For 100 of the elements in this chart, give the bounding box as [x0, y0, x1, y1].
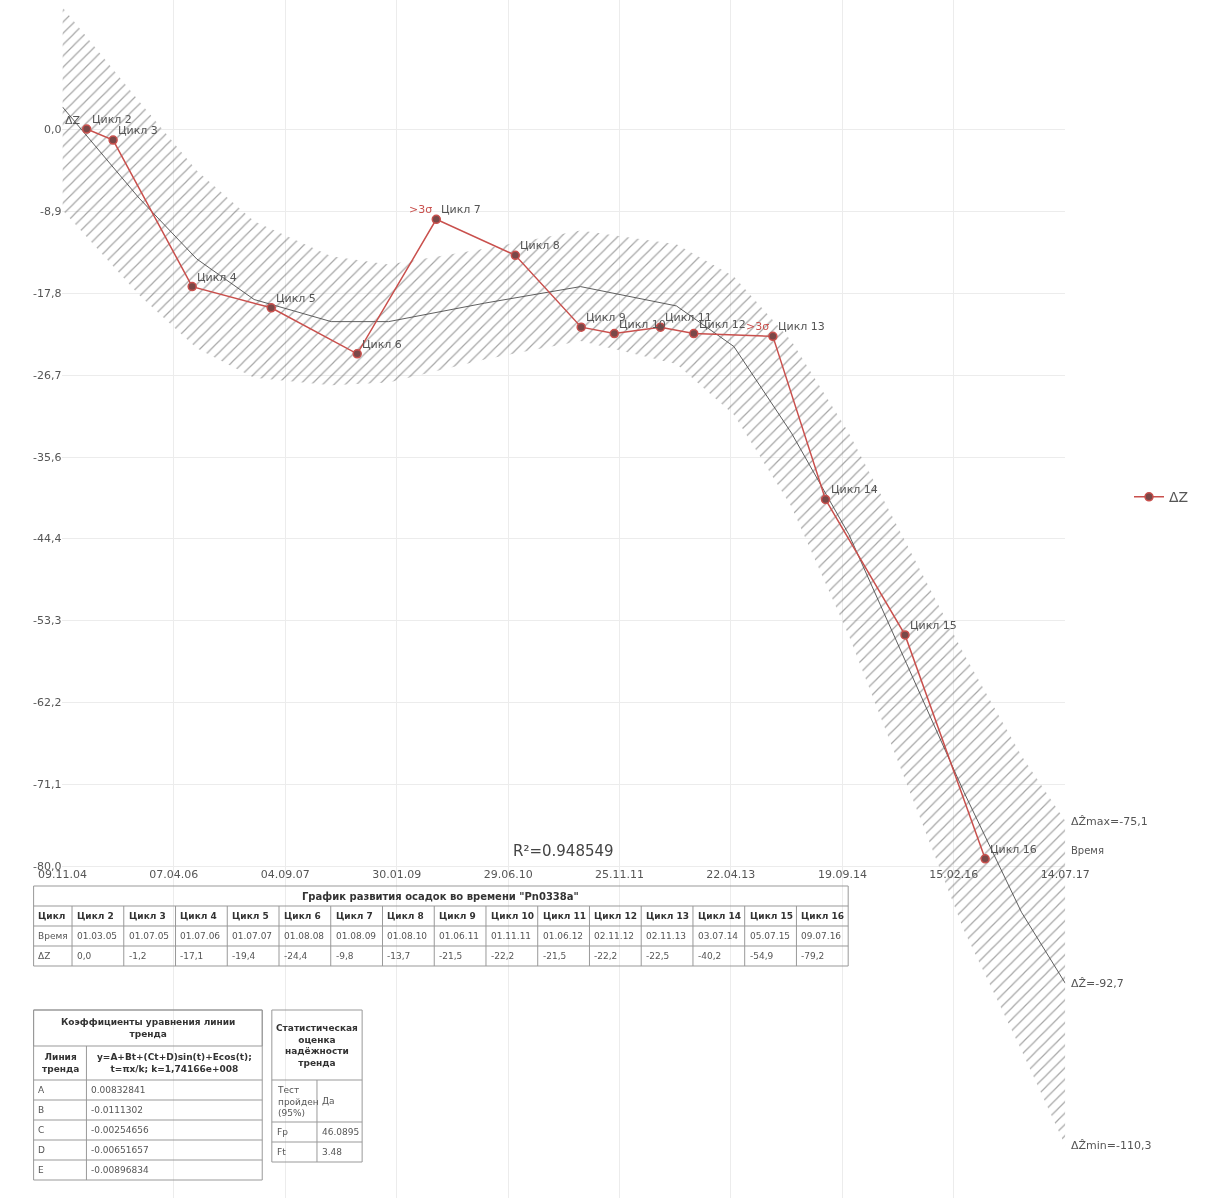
- annotation: -21,5: [439, 951, 463, 961]
- text: Цикл 6: [284, 911, 321, 921]
- text: B: [38, 1105, 45, 1115]
- annotation: 01.06.11: [439, 931, 480, 941]
- annotation: 02.11.13: [646, 931, 687, 941]
- y-tick-label: -35,6: [32, 450, 62, 464]
- annotation: 3.48: [322, 1147, 343, 1157]
- x-tick-label: 14.07.17: [1040, 868, 1090, 882]
- annotation: ΔẐmin=-110,3: [1071, 1139, 1152, 1152]
- annotation: -1,2: [129, 951, 147, 961]
- point: [980, 854, 990, 864]
- annotation: 46.0895: [322, 1127, 360, 1137]
- annotation: -54,9: [750, 951, 774, 961]
- annotation: 01.07.06: [180, 931, 221, 941]
- text: C: [38, 1125, 45, 1135]
- annotation: Цикл 3: [118, 124, 158, 137]
- annotation: Цикл 16: [990, 843, 1037, 856]
- x-tick-label: 29.06.10: [483, 868, 533, 882]
- annotation: Цикл 7: [441, 203, 481, 216]
- annotation: 0,0: [77, 951, 92, 961]
- text: ΔZ: [38, 951, 51, 961]
- text: Цикл 14: [698, 911, 742, 921]
- point: [108, 135, 118, 145]
- y-tick-label: 0,0: [43, 122, 62, 136]
- annotation: Цикл 15: [910, 619, 957, 632]
- annotation: Цикл: [38, 911, 66, 921]
- annotation: -19,4: [232, 951, 256, 961]
- annotation: -22,2: [594, 951, 618, 961]
- annotation: Цикл 4: [197, 271, 237, 284]
- text: Цикл 12: [594, 911, 638, 921]
- text: Цикл 4: [180, 911, 217, 921]
- x-tick-label: 19.09.14: [817, 868, 867, 882]
- text: График развития осадок во времени "Pn0338a": [302, 891, 579, 902]
- annotation: Цикл 14: [831, 483, 878, 496]
- annotation: >3σ: [746, 320, 770, 333]
- y-tick-label: -17,8: [32, 286, 62, 300]
- point: [510, 250, 521, 261]
- x-tick-label: 22.04.13: [706, 868, 756, 882]
- annotation: Fp: [277, 1127, 289, 1137]
- text: D: [38, 1145, 45, 1155]
- y-tick-label: -71,1: [32, 778, 62, 792]
- annotation: -9,8: [336, 951, 354, 961]
- point: [266, 303, 276, 313]
- text: Цикл 10: [491, 911, 535, 921]
- annotation: Коэффициенты уравнения линии тренда: [61, 1017, 236, 1039]
- text: Цикл 2: [77, 911, 114, 921]
- annotation: -17,1: [180, 951, 204, 961]
- text: Цикл 11: [543, 911, 587, 921]
- annotation: 01.08.10: [387, 931, 428, 941]
- x-axis-title: Время: [38, 931, 68, 941]
- annotation: R²=0.948549: [513, 842, 614, 860]
- annotation: 01.08.09: [336, 931, 377, 941]
- annotation: 01.06.12: [543, 931, 584, 941]
- x-tick-label: 04.09.07: [260, 868, 310, 882]
- annotation: -0.00896834: [91, 1165, 149, 1175]
- annotation: Да: [322, 1096, 335, 1106]
- annotation: 01.07.07: [232, 931, 273, 941]
- annotation: 01.11.11: [491, 931, 532, 941]
- point: [431, 214, 442, 225]
- point: [576, 322, 586, 332]
- annotation: ΔẐmax=-75,1: [1071, 815, 1148, 828]
- annotation: 01.07.05: [129, 931, 170, 941]
- annotation: 01.08.08: [284, 931, 325, 941]
- annotation: Ft: [277, 1147, 287, 1157]
- annotation: -40,2: [698, 951, 722, 961]
- annotation: Цикл 6: [362, 338, 402, 351]
- y-tick-label: -44,4: [32, 532, 62, 546]
- x-tick-label: 25.11.11: [595, 868, 645, 882]
- legend-label: ΔZ: [1169, 489, 1189, 506]
- annotation: Цикл 8: [520, 239, 560, 252]
- annotation: -22,5: [646, 951, 670, 961]
- text: Цикл 9: [439, 911, 476, 921]
- annotation: 01.03.05: [77, 931, 118, 941]
- text: ΔZ: [65, 114, 81, 127]
- annotation: -24,4: [284, 951, 308, 961]
- annotation: 03.07.14: [698, 931, 739, 941]
- annotation: -21,5: [543, 951, 567, 961]
- point: [187, 281, 197, 292]
- point: [352, 349, 362, 359]
- annotation: -0.0111302: [91, 1105, 143, 1115]
- text: Цикл 8: [387, 911, 424, 921]
- annotation: Статистическая оценка надёжности тренда: [276, 1023, 359, 1069]
- x-tick-label: 15.02.16: [929, 868, 979, 882]
- annotation: >3σ: [409, 203, 433, 216]
- point: [900, 630, 910, 640]
- annotation: Линия тренда: [42, 1052, 80, 1074]
- text: Цикл 16: [801, 911, 845, 921]
- annotation: -79,2: [801, 951, 825, 961]
- x-tick-label: 07.04.06: [149, 868, 199, 882]
- annotation: -13,7: [387, 951, 411, 961]
- annotation: -0.00254656: [91, 1125, 149, 1135]
- x-tick-label: 30.01.09: [372, 868, 422, 882]
- text: A: [38, 1085, 45, 1095]
- annotation: -0.00651657: [91, 1145, 149, 1155]
- text: Цикл 5: [232, 911, 269, 921]
- annotation: 02.11.12: [594, 931, 635, 941]
- annotation: Тест пройден (95%): [277, 1085, 319, 1119]
- point: [81, 124, 92, 134]
- point: [689, 328, 699, 339]
- annotation: 09.07.16: [801, 931, 842, 941]
